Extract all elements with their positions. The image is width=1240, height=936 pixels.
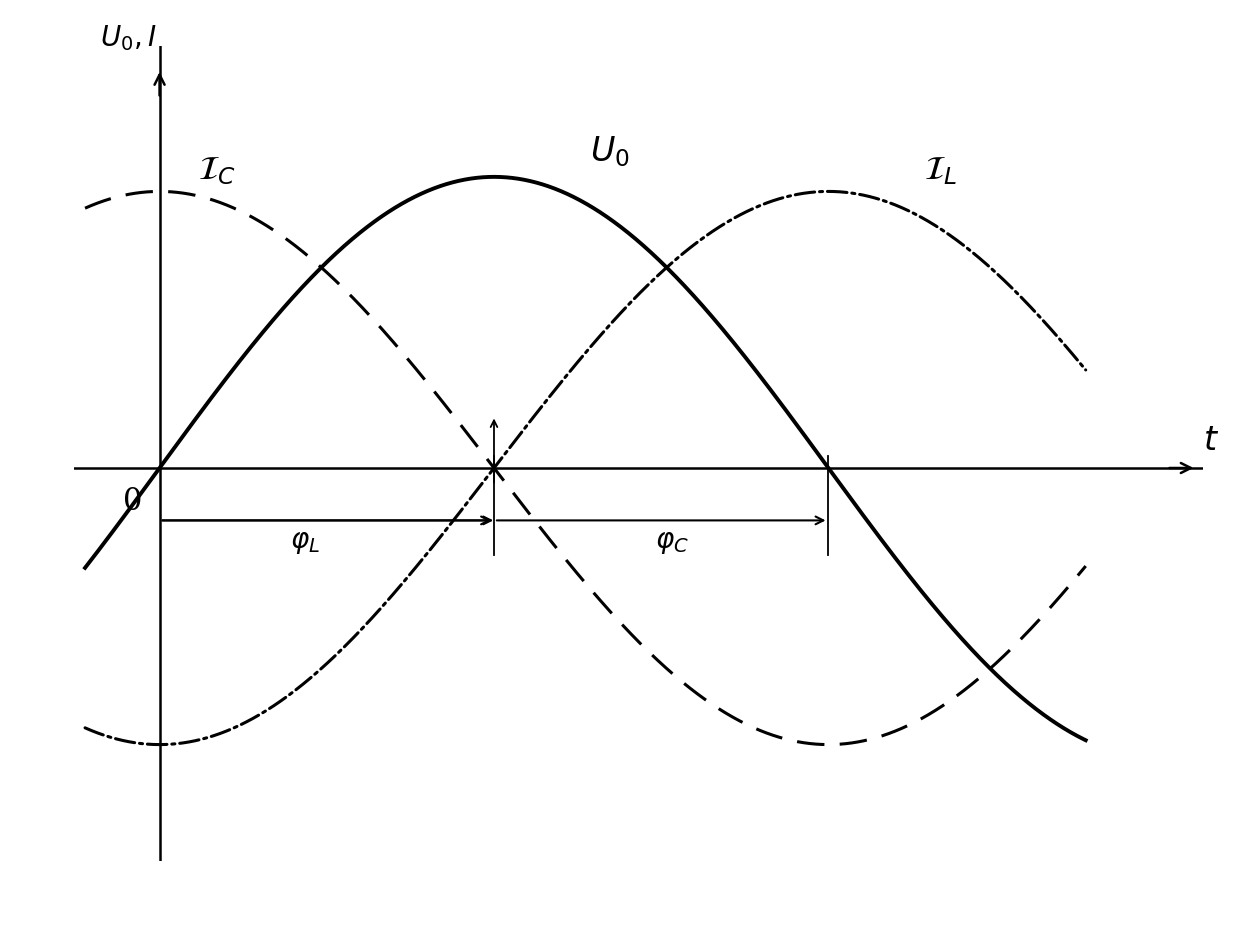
Text: $\mathcal{I}_C$: $\mathcal{I}_C$: [198, 154, 236, 186]
Text: $\mathcal{I}_L$: $\mathcal{I}_L$: [924, 154, 957, 186]
Text: $U_0$: $U_0$: [590, 134, 630, 168]
Text: $U_0, I$: $U_0, I$: [100, 22, 157, 52]
Text: $t$: $t$: [1203, 425, 1219, 457]
Text: 0: 0: [123, 486, 143, 517]
Text: $\varphi_L$: $\varphi_L$: [290, 528, 320, 555]
Text: $\varphi_C$: $\varphi_C$: [655, 528, 688, 555]
